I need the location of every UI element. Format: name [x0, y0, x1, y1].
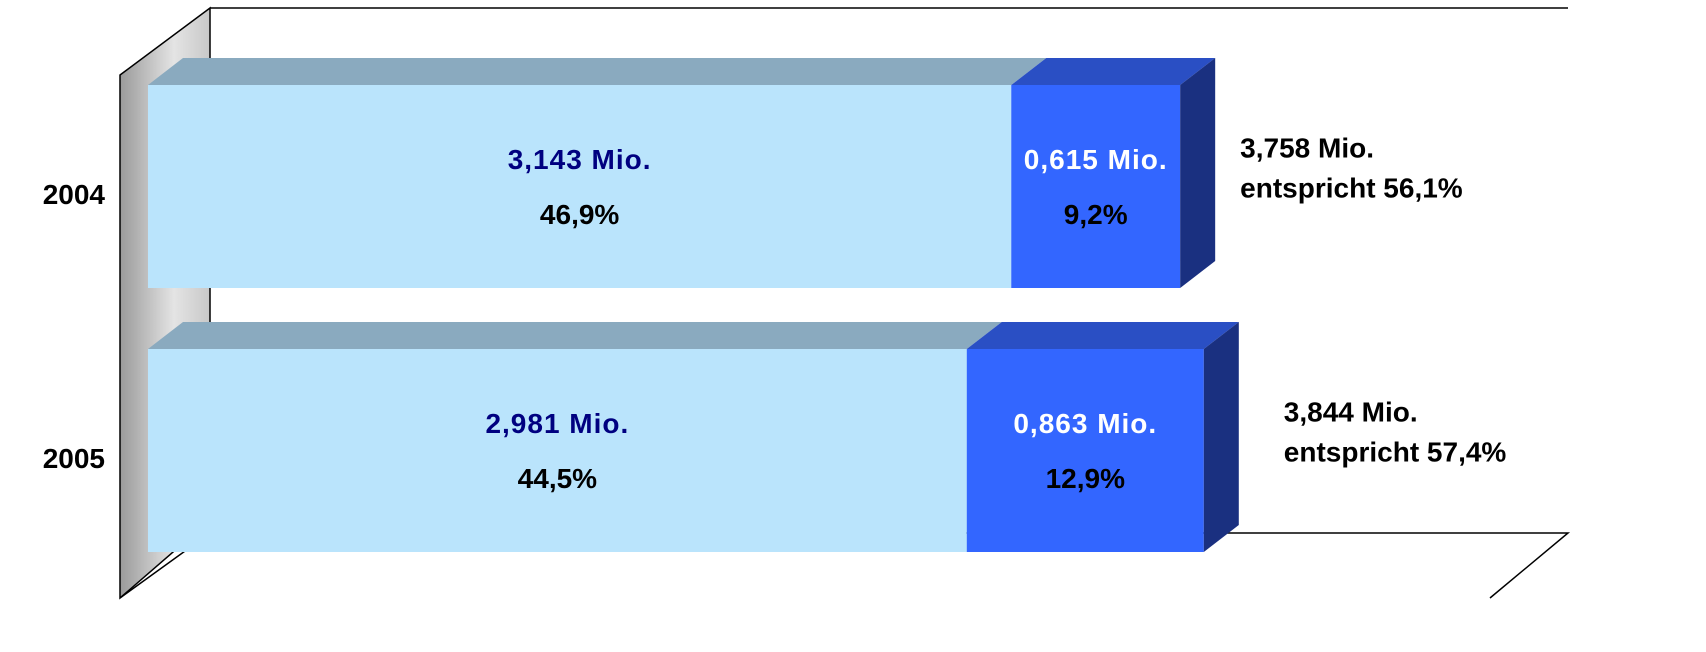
value-label: 2,981 Mio.: [485, 408, 629, 439]
value-label: 0,863 Mio.: [1013, 408, 1157, 439]
value-label: 0,615 Mio.: [1024, 144, 1168, 175]
bar-top: [148, 58, 1047, 85]
annotation: 3,844 Mio.: [1284, 396, 1418, 427]
bar-side: [1180, 58, 1216, 288]
share-label: 44,5%: [518, 463, 597, 494]
bar-top: [148, 322, 1002, 349]
bar: [148, 85, 1012, 288]
annotation: entspricht 56,1%: [1240, 172, 1463, 203]
bar: [1011, 85, 1181, 288]
bar: [148, 349, 967, 552]
category-label: 2005: [43, 443, 105, 474]
bar-top: [966, 322, 1239, 349]
share-label: 9,2%: [1064, 199, 1128, 230]
category-label: 2004: [43, 179, 106, 210]
bar-side: [1203, 322, 1239, 552]
value-label: 3,143 Mio.: [508, 144, 652, 175]
bar-top: [1011, 58, 1216, 85]
share-label: 12,9%: [1046, 463, 1125, 494]
annotation: 3,758 Mio.: [1240, 132, 1374, 163]
annotation: entspricht 57,4%: [1284, 436, 1507, 467]
share-label: 46,9%: [540, 199, 619, 230]
bar: [966, 349, 1204, 552]
